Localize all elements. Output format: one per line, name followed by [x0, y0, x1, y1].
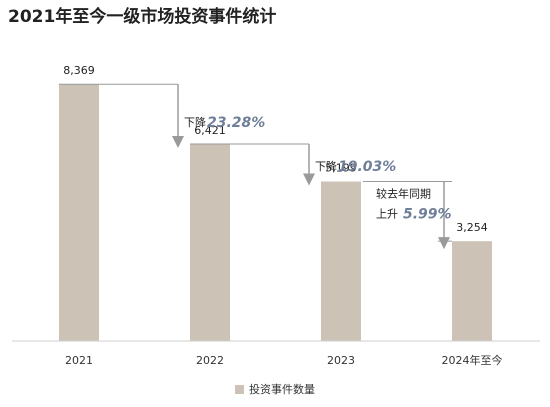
bar-2022: [190, 143, 230, 341]
legend-label: 投资事件数量: [249, 383, 315, 396]
annotation-prefix: 较去年同期: [376, 186, 431, 200]
data-labels: 8,369 6,421 5,199 3,254: [63, 64, 488, 234]
annotation-value: 23.28%: [207, 115, 265, 131]
x-tick-label: 2021: [65, 354, 93, 367]
connectors-group: [59, 83, 452, 250]
annotation-value: 19.03%: [338, 159, 396, 175]
data-label: 6,421: [194, 124, 226, 137]
legend-swatch: [235, 384, 244, 394]
x-tick-labels: 2021 2022 2023 2024年至今: [65, 353, 503, 367]
chart-title: 2021年至今一级市场投资事件统计: [8, 7, 277, 27]
x-tick-label: 2023: [327, 354, 355, 367]
annotation-prefix: 上升: [376, 207, 398, 220]
bars-group: [59, 84, 492, 341]
legend: 投资事件数量: [0, 381, 550, 397]
bar-2024年至今: [452, 241, 492, 341]
x-tick-label: 2022: [196, 354, 224, 367]
annotation-value: 5.99%: [403, 206, 452, 222]
bar-2023: [321, 181, 361, 341]
bar-2021: [59, 84, 99, 341]
annotation-prefix: 下降: [184, 115, 206, 129]
annotation-prefix: 下降: [315, 159, 337, 173]
data-label: 8,369: [63, 64, 95, 77]
data-label: 3,254: [456, 221, 488, 234]
data-label: 5,199: [325, 161, 357, 174]
x-tick-label: 2024年至今: [442, 353, 503, 367]
